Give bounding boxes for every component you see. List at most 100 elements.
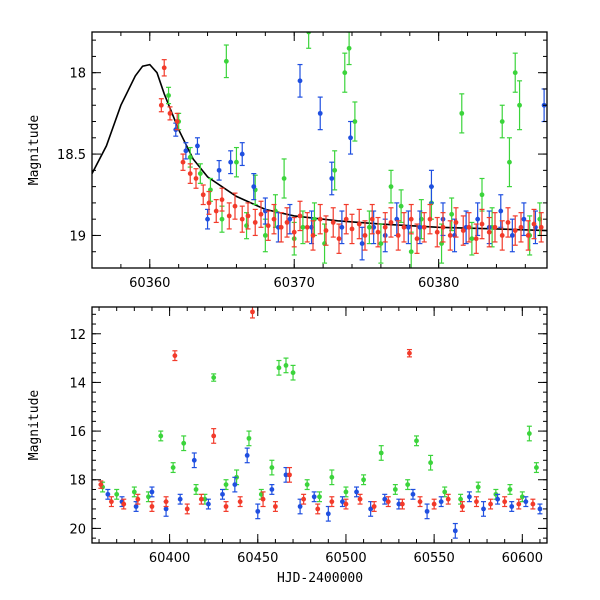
point-marker	[300, 224, 306, 230]
point-marker	[378, 450, 384, 456]
data-point	[177, 493, 183, 505]
data-point	[428, 169, 434, 204]
data-point	[512, 52, 518, 93]
data-point	[518, 212, 524, 243]
data-point	[537, 503, 543, 515]
point-marker	[342, 70, 348, 76]
data-point	[452, 522, 458, 539]
point-marker	[329, 474, 335, 480]
point-marker	[325, 511, 331, 517]
point-marker	[427, 216, 433, 222]
point-marker	[537, 506, 543, 512]
data-point	[369, 203, 375, 235]
point-marker	[531, 221, 537, 227]
point-marker	[434, 229, 440, 235]
data-point	[408, 203, 414, 235]
data-point	[405, 210, 411, 245]
point-marker	[170, 465, 176, 470]
point-marker	[158, 433, 164, 439]
point-marker	[251, 184, 257, 190]
point-marker	[486, 229, 492, 235]
data-point	[121, 498, 127, 510]
point-marker	[177, 496, 183, 502]
point-marker	[499, 119, 505, 124]
data-point	[232, 476, 238, 493]
point-marker	[459, 110, 465, 116]
data-point	[317, 491, 322, 503]
data-point	[516, 498, 522, 510]
point-marker	[262, 233, 268, 238]
data-point	[405, 479, 411, 491]
data-point	[211, 428, 217, 444]
data-point	[325, 505, 331, 522]
point-marker	[223, 58, 229, 64]
point-marker	[290, 370, 296, 376]
data-point	[499, 104, 505, 139]
data-point	[181, 435, 187, 452]
data-point	[519, 491, 525, 503]
point-marker	[467, 494, 472, 500]
point-marker	[388, 184, 394, 190]
data-point	[213, 199, 219, 224]
point-marker	[297, 504, 303, 509]
y-tick-label: 18	[69, 474, 86, 489]
point-marker	[352, 119, 358, 124]
data-point	[356, 208, 362, 240]
point-marker	[301, 496, 307, 502]
point-marker	[329, 176, 335, 181]
point-marker	[449, 211, 455, 217]
data-point	[530, 498, 536, 510]
point-marker	[475, 484, 481, 490]
data-point	[342, 52, 348, 93]
point-marker	[133, 504, 139, 509]
data-point	[249, 307, 255, 319]
data-point	[223, 501, 229, 512]
point-marker	[466, 224, 472, 230]
data-point	[166, 86, 172, 105]
data-point	[329, 161, 335, 196]
point-marker	[507, 487, 513, 492]
data-point	[406, 348, 412, 358]
point-marker	[428, 460, 434, 466]
data-point	[223, 44, 229, 79]
data-point	[131, 486, 137, 498]
point-marker	[304, 482, 310, 488]
point-marker	[408, 249, 414, 255]
point-marker	[518, 224, 524, 230]
data-point	[183, 142, 189, 160]
data-point	[309, 210, 315, 245]
point-marker	[348, 135, 353, 141]
data-point	[108, 496, 114, 508]
point-marker	[447, 233, 453, 238]
point-marker	[220, 491, 225, 497]
point-marker	[163, 499, 169, 505]
data-point	[526, 425, 532, 442]
data-point	[359, 226, 365, 261]
data-point	[291, 216, 297, 248]
point-marker	[193, 487, 199, 492]
point-marker	[317, 110, 323, 116]
data-point	[382, 212, 388, 243]
data-point	[371, 501, 377, 512]
point-marker	[475, 216, 481, 222]
data-point	[378, 445, 384, 461]
data-point	[475, 481, 481, 493]
point-marker	[534, 465, 539, 470]
data-point	[349, 213, 355, 245]
data-point	[170, 462, 176, 474]
data-point	[300, 210, 306, 245]
data-point	[193, 168, 199, 189]
point-marker	[417, 224, 423, 230]
point-marker	[273, 504, 278, 509]
data-point	[180, 153, 186, 171]
point-marker	[371, 504, 377, 509]
point-marker	[431, 501, 437, 507]
data-point	[505, 207, 511, 238]
data-point	[311, 491, 317, 503]
point-marker	[205, 216, 210, 222]
data-point	[343, 498, 349, 510]
point-marker	[438, 499, 444, 505]
data-point	[191, 452, 197, 469]
data-point	[332, 150, 338, 191]
point-marker	[445, 496, 451, 502]
